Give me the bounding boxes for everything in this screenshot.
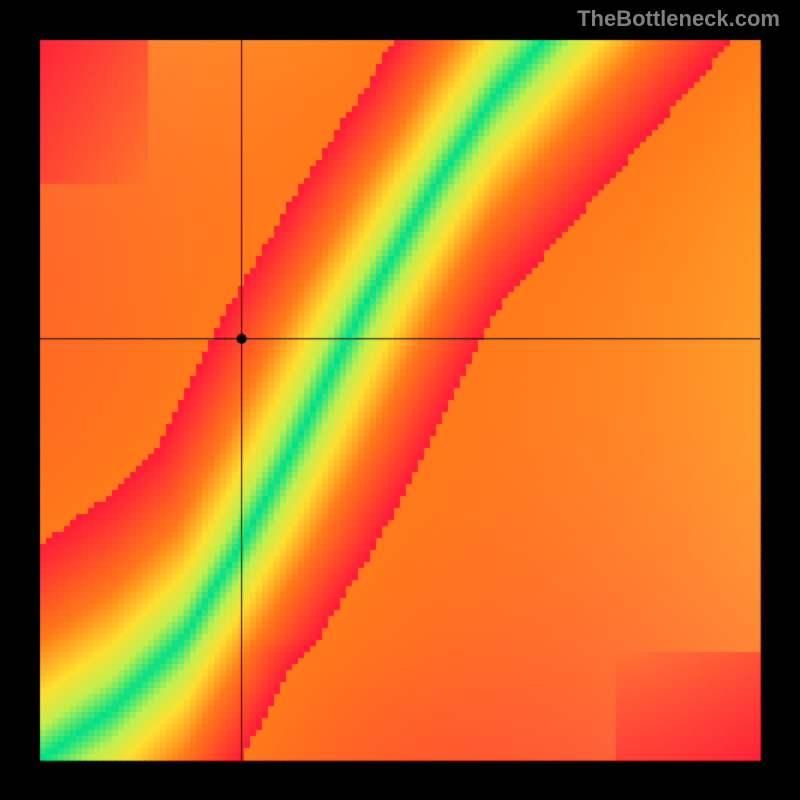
heatmap-plot (0, 0, 800, 800)
watermark-label: TheBottleneck.com (577, 6, 780, 32)
